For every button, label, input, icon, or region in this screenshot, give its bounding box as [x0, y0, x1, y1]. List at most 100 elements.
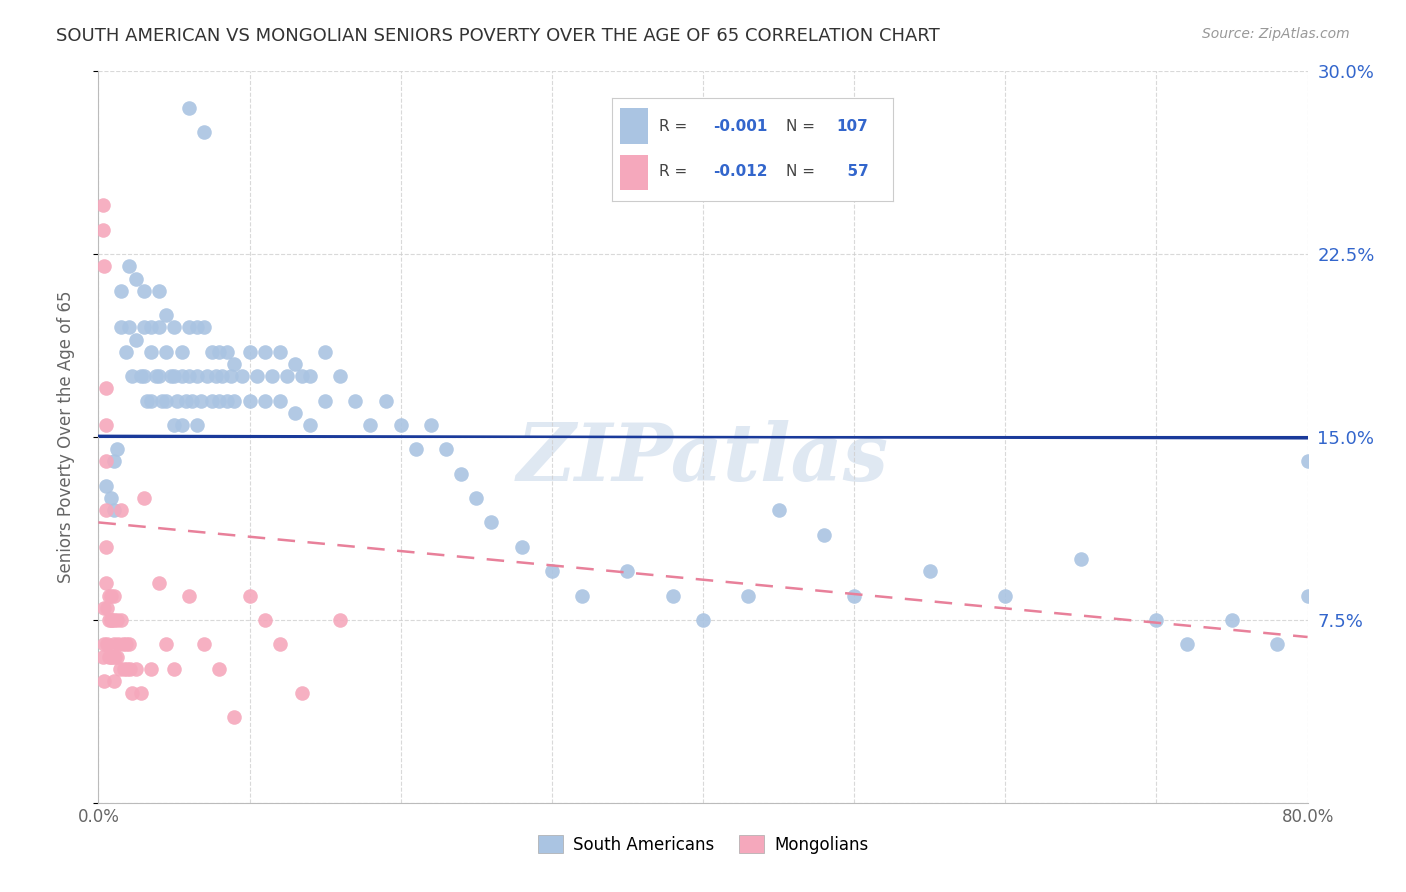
Point: [276, 369, 298, 384]
Point: [148, 369, 170, 384]
Point: [434, 442, 457, 457]
Point: [93, 600, 115, 615]
Point: [96, 637, 118, 651]
Point: [105, 649, 128, 664]
Point: [205, 369, 228, 384]
Text: 107: 107: [837, 119, 869, 134]
Point: [170, 369, 193, 384]
Point: [510, 540, 533, 554]
Point: [1220, 613, 1243, 627]
Point: [179, 369, 201, 384]
Point: [163, 662, 186, 676]
Point: [170, 417, 193, 432]
Point: [179, 589, 201, 603]
Point: [269, 344, 291, 359]
Point: [141, 320, 163, 334]
Text: ZIPatlas: ZIPatlas: [517, 420, 889, 498]
Point: [190, 393, 212, 408]
Point: [111, 637, 134, 651]
Point: [110, 320, 132, 334]
Point: [107, 637, 129, 651]
Point: [103, 637, 125, 651]
Point: [465, 491, 488, 505]
Point: [221, 369, 243, 384]
Point: [994, 589, 1017, 603]
Text: -0.012: -0.012: [713, 164, 768, 179]
Point: [181, 393, 204, 408]
Point: [179, 320, 201, 334]
Point: [121, 369, 143, 384]
Point: [150, 393, 173, 408]
Point: [224, 357, 246, 371]
Text: -0.001: -0.001: [713, 119, 768, 134]
Point: [208, 662, 231, 676]
Point: [420, 417, 443, 432]
Point: [103, 589, 125, 603]
Point: [141, 393, 163, 408]
Text: N =: N =: [786, 164, 820, 179]
Point: [141, 344, 163, 359]
Y-axis label: Seniors Poverty Over the Age of 65: Seniors Poverty Over the Age of 65: [56, 291, 75, 583]
Point: [571, 589, 593, 603]
Point: [224, 710, 246, 724]
Point: [540, 564, 562, 578]
Point: [141, 662, 163, 676]
Point: [329, 369, 352, 384]
Point: [115, 662, 138, 676]
Point: [94, 503, 117, 517]
Point: [100, 589, 122, 603]
Point: [163, 417, 186, 432]
Point: [91, 649, 114, 664]
Point: [163, 369, 186, 384]
Point: [193, 637, 215, 651]
Point: [253, 613, 276, 627]
Point: [269, 637, 291, 651]
Point: [450, 467, 472, 481]
Point: [768, 503, 790, 517]
Point: [239, 393, 262, 408]
Point: [100, 649, 122, 664]
Text: 57: 57: [837, 164, 869, 179]
Point: [299, 369, 322, 384]
Point: [481, 516, 503, 530]
Point: [299, 417, 322, 432]
Point: [96, 600, 118, 615]
Point: [114, 637, 136, 651]
Point: [284, 406, 307, 420]
Point: [94, 454, 117, 468]
Point: [148, 284, 170, 298]
Point: [98, 589, 121, 603]
Point: [108, 662, 131, 676]
Point: [239, 344, 262, 359]
Text: R =: R =: [659, 164, 693, 179]
Point: [291, 686, 314, 700]
Point: [98, 649, 121, 664]
Point: [93, 637, 115, 651]
Point: [1070, 552, 1092, 566]
Point: [94, 540, 117, 554]
Point: [813, 527, 835, 541]
Point: [360, 417, 382, 432]
Point: [269, 393, 291, 408]
Bar: [620, 154, 648, 190]
Point: [201, 344, 224, 359]
Point: [132, 491, 155, 505]
Point: [103, 613, 125, 627]
Point: [918, 564, 941, 578]
Point: [104, 649, 127, 664]
Point: [163, 320, 186, 334]
Point: [110, 284, 132, 298]
Point: [100, 613, 122, 627]
Point: [1175, 637, 1198, 651]
Point: [103, 454, 125, 468]
Point: [103, 503, 125, 517]
Point: [125, 271, 148, 285]
Point: [155, 344, 177, 359]
Point: [616, 564, 638, 578]
Point: [661, 589, 683, 603]
Point: [132, 284, 155, 298]
Point: [118, 320, 141, 334]
Point: [246, 369, 269, 384]
Point: [101, 649, 124, 664]
Point: [193, 125, 215, 139]
